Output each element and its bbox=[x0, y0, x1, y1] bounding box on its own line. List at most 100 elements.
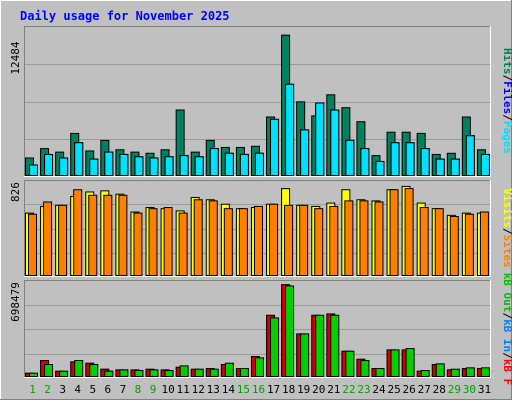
chart-title: Daily usage for November 2025 bbox=[20, 9, 230, 23]
legend-separator: / bbox=[501, 75, 512, 82]
sites-bar bbox=[193, 199, 203, 277]
kb-out-bar bbox=[480, 367, 490, 378]
kb-out-bar bbox=[104, 370, 114, 377]
kb-out-bar bbox=[300, 333, 310, 377]
legend-item: kB F bbox=[501, 359, 512, 386]
pages-bar bbox=[465, 135, 475, 177]
x-tick-label: 12 bbox=[192, 383, 205, 396]
kb-out-bar bbox=[194, 368, 204, 377]
kb-out-bar bbox=[315, 314, 325, 377]
pages-bar bbox=[224, 152, 234, 176]
pages-bar bbox=[104, 151, 114, 176]
x-tick-label: 14 bbox=[222, 383, 236, 396]
kb-out-bar bbox=[119, 369, 129, 378]
legend1-text: Hits/Files/Pages bbox=[501, 48, 512, 154]
sites-bar bbox=[208, 200, 218, 276]
kb-out-bar bbox=[375, 368, 385, 377]
x-tick-label: 22 bbox=[342, 383, 355, 396]
hits-files-pages-panel bbox=[24, 26, 491, 177]
pages-bar bbox=[209, 148, 219, 176]
sites-bar bbox=[253, 205, 263, 276]
x-tick-label: 16 bbox=[252, 383, 265, 396]
x-tick-label: 7 bbox=[120, 383, 127, 396]
kb-out-bar bbox=[270, 317, 280, 377]
sites-bar bbox=[419, 207, 429, 276]
kb-out-bar bbox=[420, 370, 430, 378]
sites-bar bbox=[464, 213, 474, 276]
sites-bar bbox=[58, 204, 68, 276]
sites-bar bbox=[299, 204, 309, 276]
sites-bar bbox=[269, 203, 279, 276]
sites-bar bbox=[28, 213, 37, 276]
legend2-text: Visits/Sites bbox=[501, 188, 512, 268]
x-tick-label: 23 bbox=[357, 383, 370, 396]
kbytes-panel bbox=[24, 280, 491, 378]
sites-bar bbox=[314, 208, 324, 276]
sites-bar bbox=[148, 208, 158, 276]
x-tick-label: 8 bbox=[135, 383, 142, 396]
pages-bar bbox=[254, 152, 264, 176]
sites-bar bbox=[449, 215, 459, 276]
legend-item: kB In bbox=[501, 319, 512, 352]
sites-bar bbox=[404, 188, 414, 276]
legend-kbytes: kB Out/kB In/kB F bbox=[501, 273, 512, 386]
legend-visits-sites: Visits/Sites bbox=[501, 188, 512, 268]
kb-out-bar bbox=[74, 360, 84, 378]
x-tick-label: 11 bbox=[177, 383, 190, 396]
sites-bar bbox=[374, 201, 384, 276]
pages-bar bbox=[315, 102, 325, 176]
x-tick-label: 31 bbox=[478, 383, 491, 396]
kb-out-bar bbox=[345, 350, 355, 378]
legend-separator: / bbox=[501, 228, 512, 235]
legend3-text: kB Out/kB In/kB F bbox=[501, 273, 512, 386]
pages-bar bbox=[435, 158, 445, 177]
sites-bar bbox=[133, 212, 143, 277]
x-tick-label: 30 bbox=[463, 383, 476, 396]
legend-separator: / bbox=[501, 352, 512, 359]
kb-out-bar bbox=[405, 348, 415, 377]
sites-bar bbox=[73, 189, 83, 276]
kb-out-bar bbox=[239, 368, 249, 377]
x-tick-label: 26 bbox=[403, 383, 416, 396]
sites-bar bbox=[329, 205, 339, 276]
x-tick-label: 6 bbox=[105, 383, 112, 396]
x-tick-label: 4 bbox=[74, 383, 81, 396]
x-tick-label: 21 bbox=[327, 383, 340, 396]
pages-bar bbox=[239, 153, 249, 176]
sites-bar bbox=[43, 201, 53, 276]
panel2-ymax-label: 826 bbox=[9, 182, 22, 202]
panel3-ymax-label: 698479 bbox=[9, 282, 22, 322]
sites-bar bbox=[163, 207, 173, 276]
x-tick-label: 17 bbox=[267, 383, 280, 396]
kb-out-bar bbox=[134, 370, 144, 378]
x-tick-label: 24 bbox=[372, 383, 386, 396]
sites-bar bbox=[359, 200, 369, 276]
x-tick-label: 10 bbox=[161, 383, 174, 396]
kb-out-bar bbox=[149, 369, 159, 378]
kb-out-bar bbox=[285, 285, 295, 378]
legend-separator: / bbox=[501, 312, 512, 319]
pages-bar bbox=[360, 148, 370, 176]
x-tick-label: 18 bbox=[282, 383, 295, 396]
visits-sites-panel bbox=[24, 180, 491, 277]
pages-bar bbox=[270, 118, 280, 176]
legend-separator: / bbox=[501, 114, 512, 121]
pages-bar bbox=[89, 158, 99, 177]
sites-bar bbox=[178, 212, 188, 277]
legend-item: Pages bbox=[501, 121, 512, 154]
pages-bar bbox=[134, 156, 144, 177]
x-tick-label: 2 bbox=[44, 383, 51, 396]
pages-bar bbox=[74, 142, 84, 177]
x-tick-label: 1 bbox=[29, 383, 36, 396]
x-tick-label: 19 bbox=[297, 383, 310, 396]
kb-out-bar bbox=[209, 368, 219, 377]
x-tick-label: 20 bbox=[312, 383, 325, 396]
pages-bar bbox=[390, 142, 400, 177]
pages-bar bbox=[194, 156, 204, 177]
kb-out-bar bbox=[164, 370, 174, 378]
pages-bar bbox=[179, 155, 189, 176]
legend-item: Hits bbox=[501, 48, 512, 75]
kb-out-bar bbox=[29, 372, 38, 377]
kb-out-bar bbox=[360, 360, 370, 378]
